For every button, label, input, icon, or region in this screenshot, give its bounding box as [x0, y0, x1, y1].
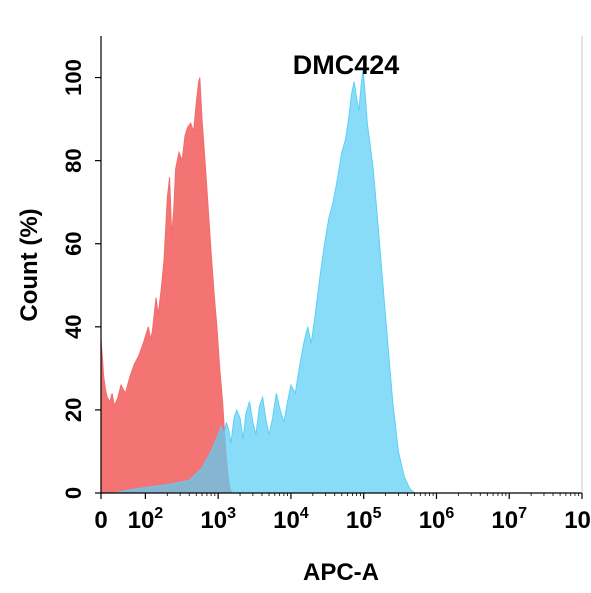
y-tick-label: 40 — [61, 315, 86, 339]
x-tick-label: 108 — [564, 505, 591, 534]
y-tick-label: 20 — [61, 398, 86, 422]
y-axis-title: Count (%) — [16, 208, 43, 321]
x-tick-label: 105 — [346, 505, 382, 534]
series-area-2 — [101, 69, 416, 494]
x-tick-label: 107 — [491, 505, 527, 534]
plot-area — [100, 69, 416, 494]
x-tick-label: 104 — [273, 505, 309, 534]
series-area-1 — [100, 77, 233, 494]
y-tick-label: 0 — [61, 487, 86, 499]
y-tick-label: 80 — [61, 148, 86, 172]
x-tick-label: 0 — [94, 507, 107, 534]
axes: 0 20 40 60 80 100 0 102 103 104 105 106 107 108 — [61, 36, 591, 534]
y-tick-label: 60 — [61, 231, 86, 255]
x-tick-label: 103 — [200, 505, 236, 534]
y-tick-label: 100 — [61, 59, 86, 96]
x-tick-label: 106 — [419, 505, 455, 534]
chart-title: DMC424 — [293, 50, 400, 80]
x-axis-title: APC-A — [303, 559, 379, 586]
x-tick-label: 102 — [128, 505, 164, 534]
